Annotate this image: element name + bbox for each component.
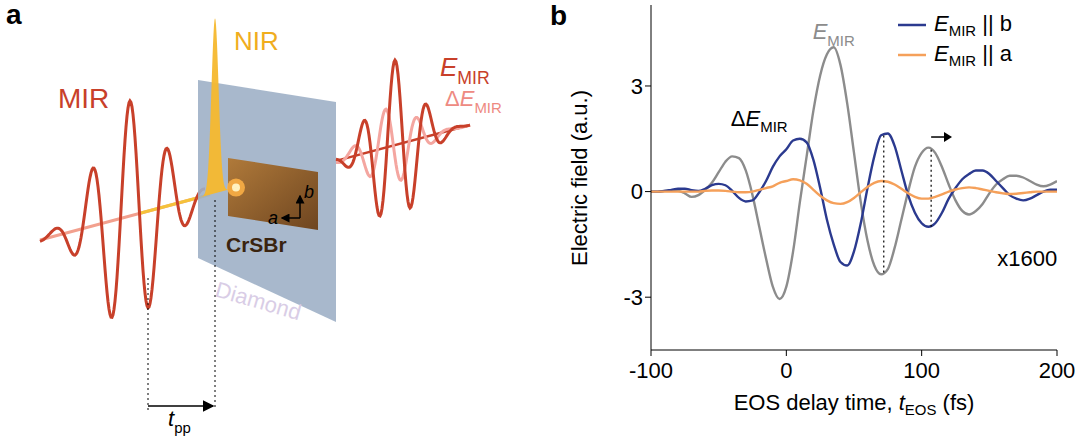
svg-text:-100: -100 (629, 358, 673, 383)
svg-text:Diamond: Diamond (213, 277, 305, 325)
svg-text:-3: -3 (623, 285, 643, 310)
html-text:EMIR|| b: EMIR|| b (934, 10, 1012, 40)
svg-text:ΔEMIR: ΔEMIR (731, 106, 788, 136)
svg-text:3: 3 (631, 74, 643, 99)
svg-text:100: 100 (903, 358, 940, 383)
svg-text:200: 200 (1039, 358, 1076, 383)
svg-text:0: 0 (631, 179, 643, 204)
svg-text:a: a (6, 0, 22, 30)
svg-text:EMIR: EMIR (813, 19, 855, 49)
html-text:Electric field (a.u.): Electric field (a.u.) (567, 90, 592, 266)
svg-text:ΔEMIR: ΔEMIR (445, 86, 502, 116)
svg-text:EMIR: EMIR (440, 52, 490, 88)
svg-text:b: b (304, 182, 314, 202)
svg-text:x1600: x1600 (997, 246, 1057, 271)
svg-text:MIR: MIR (58, 83, 109, 114)
html-text:EOS delay time, tEOS(fs): EOS delay time, tEOS(fs) (733, 390, 975, 419)
svg-text:0: 0 (780, 358, 792, 383)
svg-text:NIR: NIR (234, 26, 279, 56)
svg-text:CrSBr: CrSBr (226, 233, 287, 256)
svg-text:a: a (268, 208, 278, 228)
html-text:b: b (550, 0, 568, 31)
html-text:EMIR|| a: EMIR|| a (934, 40, 1012, 70)
svg-text:tpp: tpp (168, 406, 191, 436)
